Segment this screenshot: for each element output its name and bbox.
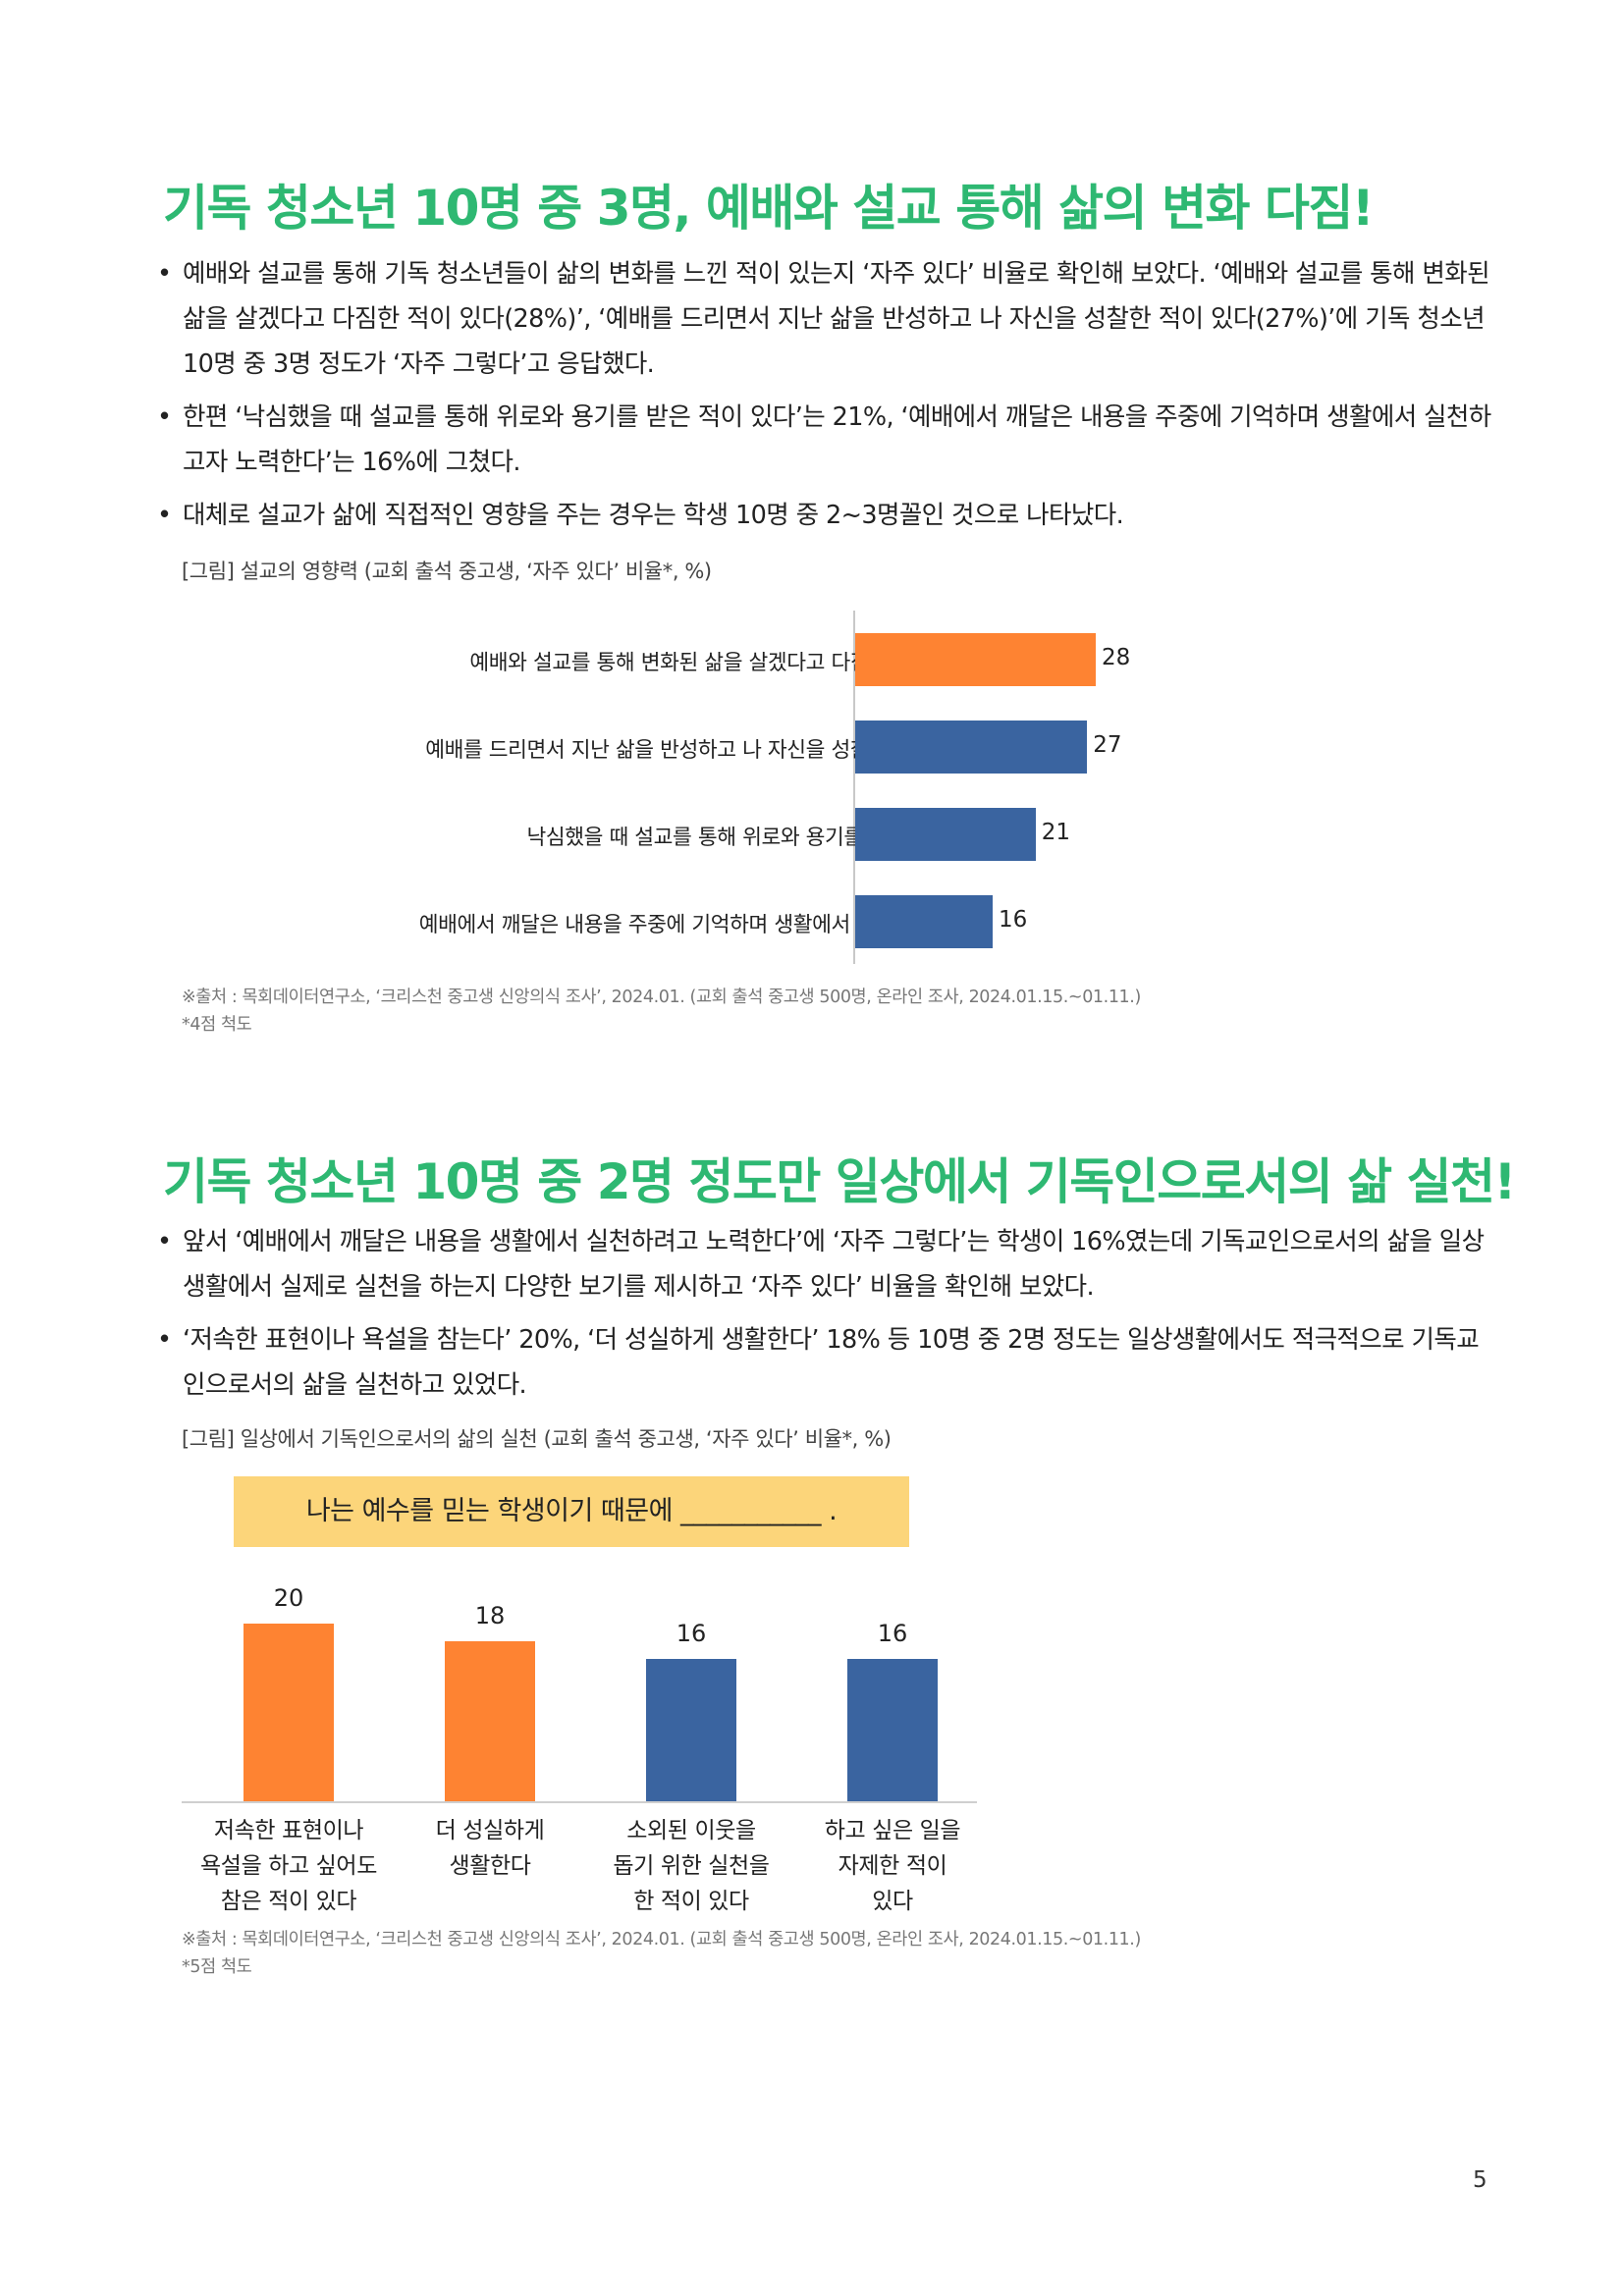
chart-2-bar — [646, 1659, 736, 1801]
chart-1-bar — [855, 895, 993, 948]
section-1-title: 기독 청소년 10명 중 3명, 예배와 설교 통해 삶의 변화 다짐! — [163, 180, 1375, 237]
chart-2-value-label: 16 — [877, 1620, 908, 1648]
chart-1-value-label: 21 — [1041, 820, 1071, 845]
chart-1-bar — [855, 633, 1096, 686]
chart-2-value-label: 20 — [273, 1584, 304, 1612]
chart-2-axis — [182, 1801, 977, 1803]
chart-1-sermon-influence: 예배와 설교를 통해 변화된 삶을 살겠다고 다짐한 적이 있다 28 예배를 드리… — [157, 611, 1257, 964]
chart-2-source: ※출처 : 목회데이터연구소, ‘크리스천 중고생 신앙의식 조사’, 2024… — [182, 1926, 1141, 1981]
chart-2-value-label: 16 — [676, 1620, 707, 1648]
section-1-bullets: 예배와 설교를 통해 기독 청소년들이 삶의 변화를 느낀 적이 있는지 ‘자주… — [157, 251, 1492, 546]
chart-1-source-text: ※출처 : 목회데이터연구소, ‘크리스천 중고생 신앙의식 조사’, 2024… — [182, 988, 1141, 1007]
chart-1-bar — [855, 808, 1036, 861]
chart-2-category-label: 저속한 표현이나 욕설을 하고 싶어도 참은 적이 있다 — [200, 1818, 377, 1914]
section-2-bullet-1: 앞서 ‘예배에서 깨달은 내용을 생활에서 실천하려고 노력한다’에 ‘자주 그… — [157, 1219, 1492, 1309]
section-2-title: 기독 청소년 10명 중 2명 정도만 일상에서 기독인으로서의 삶 실천! — [163, 1153, 1516, 1210]
chart-1-value-label: 28 — [1102, 645, 1131, 670]
section-2-bullets: 앞서 ‘예배에서 깨달은 내용을 생활에서 실천하려고 노력한다’에 ‘자주 그… — [157, 1219, 1492, 1415]
chart-2-value-label: 18 — [474, 1602, 506, 1630]
chart-2-daily-practice: 나는 예수를 믿는 학생이기 때문에 ___________ . 20 저속한 표… — [157, 1472, 1001, 1934]
chart-1-bar — [855, 721, 1088, 774]
chart-2-bar — [847, 1659, 938, 1801]
chart-1-caption: [그림] 설교의 영향력 (교회 출석 중고생, ‘자주 있다’ 비율*, %) — [182, 560, 712, 583]
chart-2-bar — [445, 1641, 535, 1801]
chart-1-value-label: 27 — [1093, 732, 1122, 758]
chart-2-caption: [그림] 일상에서 기독인으로서의 삶의 실천 (교회 출석 중고생, ‘자주 … — [182, 1427, 892, 1451]
chart-2-category-label: 더 성실하게 생활한다 — [435, 1818, 545, 1879]
chart-1-value-label: 16 — [999, 907, 1028, 933]
chart-2-banner: 나는 예수를 믿는 학생이기 때문에 ___________ . — [234, 1476, 909, 1547]
section-1-bullet-1: 예배와 설교를 통해 기독 청소년들이 삶의 변화를 느낀 적이 있는지 ‘자주… — [157, 251, 1492, 387]
chart-1-source: ※출처 : 목회데이터연구소, ‘크리스천 중고생 신앙의식 조사’, 2024… — [182, 984, 1141, 1039]
section-1-bullet-3: 대체로 설교가 삶에 직접적인 영향을 주는 경우는 학생 10명 중 2~3명… — [157, 493, 1492, 538]
section-1-bullet-2: 한편 ‘낙심했을 때 설교를 통해 위로와 용기를 받은 적이 있다’는 21%… — [157, 395, 1492, 485]
chart-2-scale-note: *5점 척도 — [182, 1957, 252, 1977]
page-number: 5 — [1473, 2167, 1488, 2193]
chart-1-scale-note: *4점 척도 — [182, 1015, 252, 1035]
chart-2-category-label: 하고 싶은 일을 자제한 적이 있다 — [824, 1818, 961, 1914]
chart-1-axis — [853, 611, 855, 964]
chart-2-source-text: ※출처 : 목회데이터연구소, ‘크리스천 중고생 신앙의식 조사’, 2024… — [182, 1930, 1141, 1949]
chart-2-category-label: 소외된 이웃을 돕기 위한 실천을 한 적이 있다 — [613, 1818, 770, 1914]
chart-2-bar — [243, 1624, 334, 1801]
section-2-bullet-2: ‘저속한 표현이나 욕설을 참는다’ 20%, ‘더 성실하게 생활한다’ 18… — [157, 1317, 1492, 1408]
